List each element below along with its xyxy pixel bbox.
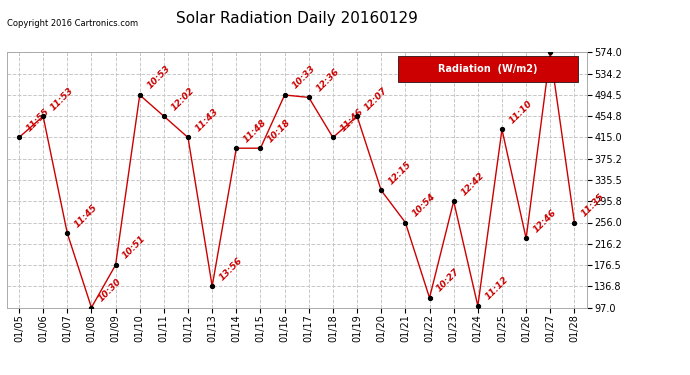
Text: 11:46: 11:46: [339, 107, 365, 134]
Point: [207, 283, 218, 289]
Text: 11:10: 11:10: [508, 99, 534, 125]
Text: 12:42: 12:42: [460, 171, 486, 197]
Text: Solar Radiation Daily 20160129: Solar Radiation Daily 20160129: [176, 11, 417, 26]
Text: 11:35: 11:35: [580, 192, 607, 218]
Text: 12:36: 12:36: [315, 67, 341, 93]
Text: 13:56: 13:56: [218, 255, 244, 282]
Point: [328, 135, 339, 141]
Point: [110, 262, 121, 268]
Text: 11:48: 11:48: [242, 117, 268, 144]
Point: [230, 145, 241, 151]
Text: 10:18: 10:18: [266, 117, 293, 144]
Point: [351, 113, 363, 119]
Point: [303, 94, 314, 100]
FancyBboxPatch shape: [398, 56, 578, 82]
Text: 11:53: 11:53: [49, 86, 75, 112]
Point: [400, 219, 411, 225]
Text: 11:55: 11:55: [25, 107, 51, 134]
Point: [424, 295, 435, 301]
Text: 10:53: 10:53: [146, 64, 172, 91]
Point: [134, 92, 145, 98]
Point: [497, 126, 508, 132]
Point: [279, 92, 290, 98]
Point: [37, 113, 48, 119]
Point: [182, 135, 193, 141]
Text: 10:51: 10:51: [121, 234, 148, 261]
Text: 12:07: 12:07: [363, 86, 389, 112]
Point: [545, 50, 556, 55]
Text: 12:46: 12:46: [532, 208, 558, 234]
Text: 12:02: 12:02: [170, 86, 196, 112]
Point: [569, 219, 580, 225]
Point: [158, 113, 169, 119]
Text: 10:54: 10:54: [411, 192, 437, 218]
Text: 10:33: 10:33: [290, 64, 317, 91]
Text: Copyright 2016 Cartronics.com: Copyright 2016 Cartronics.com: [7, 20, 138, 28]
Point: [472, 303, 483, 309]
Point: [86, 304, 97, 310]
Text: 12:15: 12:15: [387, 160, 413, 186]
Point: [62, 230, 73, 236]
Point: [520, 236, 531, 242]
Text: 10:27: 10:27: [435, 267, 462, 294]
Point: [255, 145, 266, 151]
Point: [375, 188, 386, 194]
Text: Radiation  (W/m2): Radiation (W/m2): [438, 64, 538, 74]
Text: 11:43: 11:43: [194, 107, 220, 134]
Text: 11:12: 11:12: [484, 275, 510, 302]
Point: [448, 198, 460, 204]
Point: [14, 135, 25, 141]
Text: 11:45: 11:45: [73, 202, 99, 229]
Text: 10:30: 10:30: [97, 277, 124, 303]
